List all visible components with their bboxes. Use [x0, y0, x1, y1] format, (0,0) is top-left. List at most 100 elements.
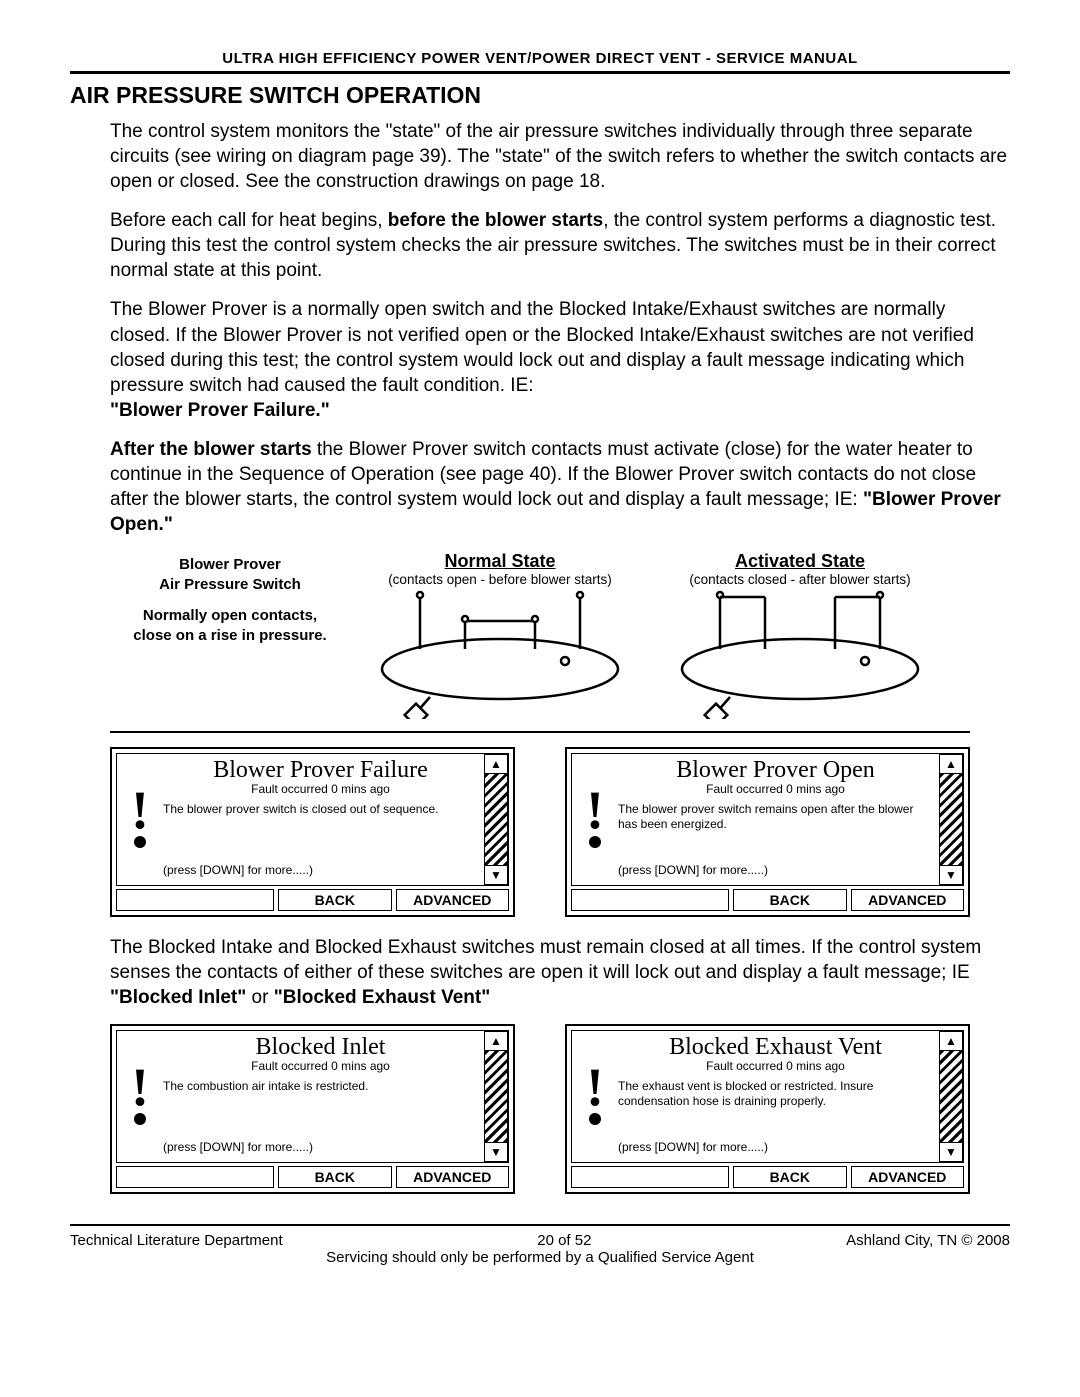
advanced-button[interactable]: ADVANCED	[851, 1166, 964, 1188]
paragraph-4: After the blower starts the Blower Prove…	[110, 437, 1010, 537]
normal-state-sub: (contacts open - before blower starts)	[350, 572, 650, 587]
activated-state-sub: (contacts closed - after blower starts)	[650, 572, 950, 587]
lcd-desc: The combustion air intake is restricted.	[163, 1079, 478, 1123]
switch-activated-svg	[670, 589, 930, 719]
lcd-content: Blocked Exhaust Vent Fault occurred 0 mi…	[618, 1031, 939, 1162]
lcd-press: (press [DOWN] for more.....)	[618, 1140, 933, 1158]
scroll-track[interactable]	[939, 1051, 963, 1142]
switch-label-4: close on a rise in pressure.	[110, 626, 350, 646]
lcd-content: Blower Prover Open Fault occurred 0 mins…	[618, 754, 939, 885]
scroll-up-icon[interactable]: ▲	[484, 1031, 508, 1051]
lcd-desc: The blower prover switch remains open af…	[618, 802, 933, 846]
warning-icon: !	[117, 754, 163, 885]
warning-icon: !	[572, 754, 618, 885]
lcd-title: Blower Prover Failure	[163, 758, 478, 782]
footer-subtext: Servicing should only be performed by a …	[70, 1249, 1010, 1266]
lcd-scrollbar[interactable]: ▲ ▼	[939, 754, 963, 885]
lcd-inner: ! Blower Prover Open Fault occurred 0 mi…	[571, 753, 964, 886]
p2-a: Before each call for heat begins,	[110, 210, 388, 231]
back-button[interactable]: BACK	[278, 1166, 391, 1188]
exclamation-icon: !	[586, 792, 604, 830]
exclamation-dot-icon	[134, 1113, 146, 1125]
footer-left: Technical Literature Department	[70, 1232, 283, 1249]
lcd-press: (press [DOWN] for more.....)	[618, 863, 933, 881]
normal-state-diagram: Normal State (contacts open - before blo…	[350, 551, 650, 719]
lcd-scrollbar[interactable]: ▲ ▼	[939, 1031, 963, 1162]
back-button[interactable]: BACK	[278, 889, 391, 911]
lcd-inner: ! Blocked Exhaust Vent Fault occurred 0 …	[571, 1030, 964, 1163]
lcd-scrollbar[interactable]: ▲ ▼	[484, 754, 508, 885]
advanced-button[interactable]: ADVANCED	[396, 1166, 509, 1188]
p5-d: "Blocked Exhaust Vent"	[274, 987, 491, 1008]
footer-rule	[70, 1224, 1010, 1226]
lcd-sub: Fault occurred 0 mins ago	[618, 782, 933, 796]
lcd-blower-prover-open: ! Blower Prover Open Fault occurred 0 mi…	[565, 747, 970, 917]
scroll-down-icon[interactable]: ▼	[484, 1142, 508, 1162]
lcd-button-blank[interactable]	[116, 889, 274, 911]
switch-normal-svg	[370, 589, 630, 719]
advanced-button[interactable]: ADVANCED	[851, 889, 964, 911]
p5-b: "Blocked Inlet"	[110, 987, 246, 1008]
activated-state-title: Activated State	[650, 551, 950, 572]
scroll-down-icon[interactable]: ▼	[939, 865, 963, 885]
scroll-up-icon[interactable]: ▲	[939, 1031, 963, 1051]
lcd-content: Blower Prover Failure Fault occurred 0 m…	[163, 754, 484, 885]
paragraph-5: The Blocked Intake and Blocked Exhaust s…	[110, 935, 1010, 1010]
footer-row: Technical Literature Department 20 of 52…	[70, 1232, 1010, 1249]
lcd-buttons: BACK ADVANCED	[571, 1166, 964, 1188]
lcd-desc: The exhaust vent is blocked or restricte…	[618, 1079, 933, 1123]
lcd-title: Blocked Inlet	[163, 1035, 478, 1059]
lcd-press: (press [DOWN] for more.....)	[163, 1140, 478, 1158]
advanced-button[interactable]: ADVANCED	[396, 889, 509, 911]
switch-label-2: Air Pressure Switch	[110, 575, 350, 595]
scroll-down-icon[interactable]: ▼	[484, 865, 508, 885]
back-button[interactable]: BACK	[733, 889, 846, 911]
lcd-blower-prover-failure: ! Blower Prover Failure Fault occurred 0…	[110, 747, 515, 917]
normal-state-title: Normal State	[350, 551, 650, 572]
lcd-blocked-exhaust: ! Blocked Exhaust Vent Fault occurred 0 …	[565, 1024, 970, 1194]
lcd-button-blank[interactable]	[116, 1166, 274, 1188]
top-rule	[70, 71, 1010, 74]
lcd-blocked-inlet: ! Blocked Inlet Fault occurred 0 mins ag…	[110, 1024, 515, 1194]
switch-label-3: Normally open contacts,	[110, 606, 350, 626]
switch-diagram-row: Blower Prover Air Pressure Switch Normal…	[110, 551, 1010, 719]
warning-icon: !	[117, 1031, 163, 1162]
p4-a: After the blower starts	[110, 439, 312, 460]
lcd-title: Blower Prover Open	[618, 758, 933, 782]
p5-a: The Blocked Intake and Blocked Exhaust s…	[110, 937, 981, 983]
warning-icon: !	[572, 1031, 618, 1162]
p3-b: "Blower Prover Failure."	[110, 400, 330, 421]
lcd-inner: ! Blocked Inlet Fault occurred 0 mins ag…	[116, 1030, 509, 1163]
scroll-track[interactable]	[484, 1051, 508, 1142]
scroll-up-icon[interactable]: ▲	[484, 754, 508, 774]
paragraph-1: The control system monitors the "state" …	[110, 119, 1010, 194]
exclamation-dot-icon	[134, 836, 146, 848]
scroll-track[interactable]	[484, 774, 508, 865]
activated-state-diagram: Activated State (contacts closed - after…	[650, 551, 950, 719]
lcd-buttons: BACK ADVANCED	[116, 889, 509, 911]
lcd-scrollbar[interactable]: ▲ ▼	[484, 1031, 508, 1162]
switch-label-block: Blower Prover Air Pressure Switch Normal…	[110, 551, 350, 646]
lcd-inner: ! Blower Prover Failure Fault occurred 0…	[116, 753, 509, 886]
fault-row-1: ! Blower Prover Failure Fault occurred 0…	[110, 747, 970, 917]
lcd-button-blank[interactable]	[571, 1166, 729, 1188]
lcd-buttons: BACK ADVANCED	[571, 889, 964, 911]
exclamation-dot-icon	[589, 836, 601, 848]
lcd-button-blank[interactable]	[571, 889, 729, 911]
p3-a: The Blower Prover is a normally open swi…	[110, 299, 974, 395]
scroll-up-icon[interactable]: ▲	[939, 754, 963, 774]
exclamation-icon: !	[586, 1069, 604, 1107]
lcd-desc: The blower prover switch is closed out o…	[163, 802, 478, 846]
back-button[interactable]: BACK	[733, 1166, 846, 1188]
lcd-buttons: BACK ADVANCED	[116, 1166, 509, 1188]
section-title: AIR PRESSURE SWITCH OPERATION	[70, 82, 1010, 109]
p2-b: before the blower starts	[388, 210, 603, 231]
exclamation-icon: !	[131, 792, 149, 830]
footer-right: Ashland City, TN © 2008	[846, 1232, 1010, 1249]
switch-label-1: Blower Prover	[110, 555, 350, 575]
exclamation-icon: !	[131, 1069, 149, 1107]
scroll-track[interactable]	[939, 774, 963, 865]
lcd-press: (press [DOWN] for more.....)	[163, 863, 478, 881]
page-root: ULTRA HIGH EFFICIENCY POWER VENT/POWER D…	[0, 0, 1080, 1296]
scroll-down-icon[interactable]: ▼	[939, 1142, 963, 1162]
